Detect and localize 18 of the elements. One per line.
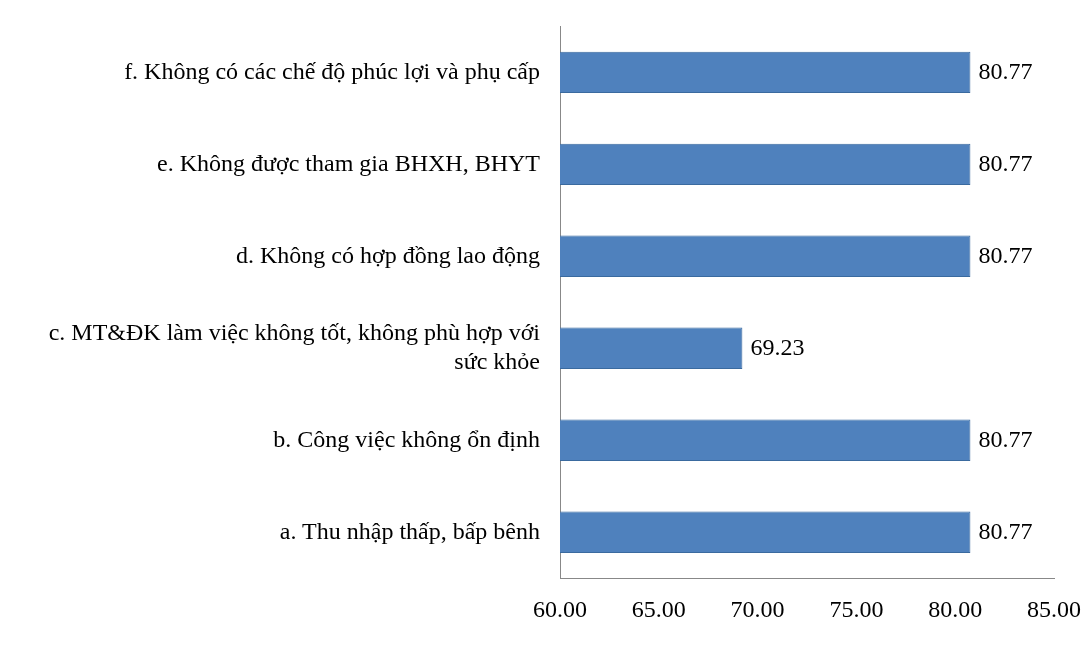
- data-label: 80.77: [978, 149, 1033, 176]
- data-label: 80.77: [978, 241, 1033, 268]
- y-tick-label: b. Công việc không ổn định: [273, 425, 540, 452]
- data-label: 69.23: [750, 333, 805, 360]
- x-tick-label: 85.00: [1027, 595, 1081, 622]
- y-tick-label: c. MT&ĐK làm việc không tốt, không phù hợp với sức khỏe: [48, 319, 541, 374]
- x-tick-label: 65.00: [631, 595, 686, 622]
- y-tick-label: e. Không được tham gia BHXH, BHYT: [157, 149, 541, 176]
- x-tick-label: 75.00: [829, 595, 884, 622]
- data-label: 80.77: [978, 425, 1033, 452]
- x-tick-label: 60.00: [533, 595, 587, 622]
- y-tick-label: d. Không có hợp đồng lao động: [236, 241, 540, 268]
- x-tick-label: 70.00: [730, 595, 785, 622]
- y-tick-label: a. Thu nhập thấp, bấp bênh: [279, 517, 540, 544]
- data-label: 80.77: [978, 57, 1033, 84]
- x-tick-label: 80.00: [928, 595, 983, 622]
- data-label: 80.77: [978, 517, 1033, 544]
- y-tick-label: f. Không có các chế độ phúc lợi và phụ cấp: [124, 57, 540, 84]
